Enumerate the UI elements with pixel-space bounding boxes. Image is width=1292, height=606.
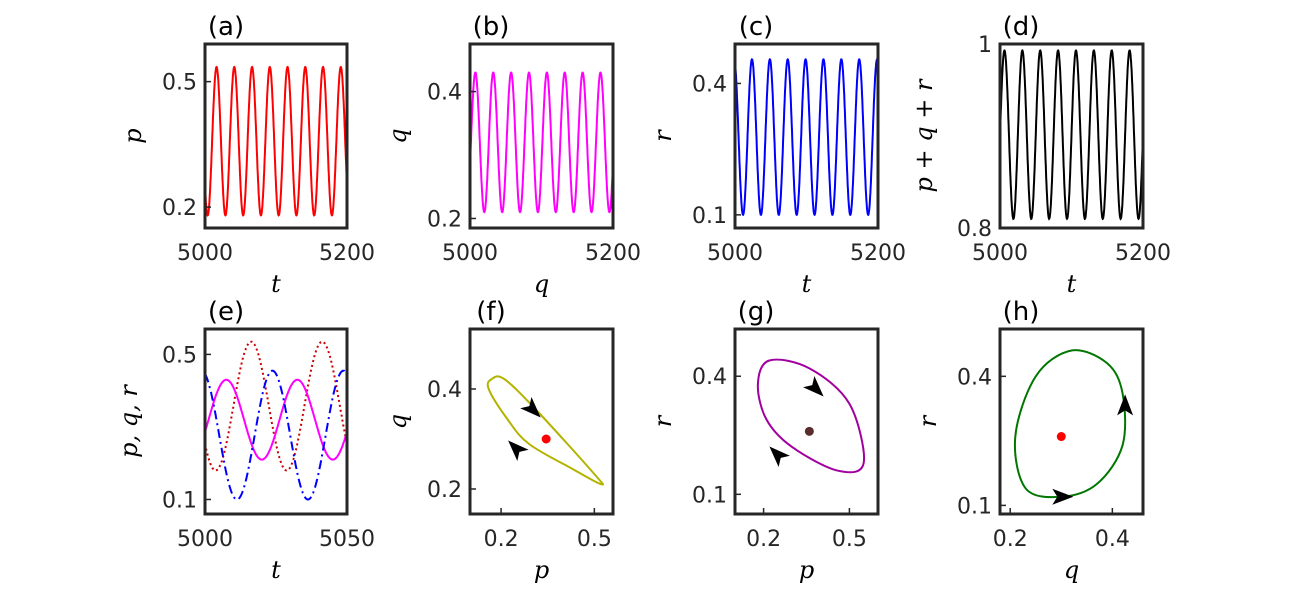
plot-area <box>1000 49 1143 221</box>
y-tick-label: 0.4 <box>427 81 462 106</box>
axes-frame <box>468 327 615 516</box>
x-axis-label: p <box>534 556 549 584</box>
series-line <box>470 71 613 214</box>
plot-area <box>205 340 347 501</box>
fixed-point-marker <box>1056 432 1066 442</box>
x-axis-label: q <box>534 270 549 298</box>
flow-arrow-icon <box>508 440 529 462</box>
series-line <box>205 340 347 472</box>
y-axis-label: r <box>914 414 942 427</box>
x-axis-label: t <box>802 270 812 298</box>
series-line <box>735 58 878 217</box>
flow-arrow-icon <box>769 446 790 468</box>
y-axis-label: p <box>119 128 147 143</box>
axes-frame <box>203 327 349 516</box>
x-tick-label: 0.4 <box>1095 527 1130 552</box>
plot-area <box>470 71 613 214</box>
y-tick-label: 0.1 <box>692 204 727 229</box>
y-tick-label: 0.4 <box>957 365 992 390</box>
x-axis-label: t <box>271 556 281 584</box>
chart-panel: 5000 5200 0.2 0.4 (b) q q <box>384 12 641 298</box>
limit-cycle-curve <box>756 358 866 474</box>
y-tick-label: 0.5 <box>162 343 197 368</box>
panel-label: (b) <box>473 12 510 42</box>
y-tick-label: 0.2 <box>427 207 462 232</box>
panel-label: (d) <box>1003 12 1040 42</box>
y-tick-label: 0.1 <box>692 483 727 508</box>
y-tick-label: 0.5 <box>162 71 197 96</box>
y-axis-label: p, q, r <box>115 384 143 458</box>
x-tick-label: 0.2 <box>484 527 519 552</box>
fixed-point-marker <box>804 426 814 436</box>
x-tick-label: 5200 <box>1115 241 1171 266</box>
axes-frame <box>203 42 349 230</box>
y-tick-label: 0.8 <box>957 217 992 242</box>
flow-arrow-icon <box>1117 394 1134 416</box>
x-tick-label: 5200 <box>319 241 375 266</box>
x-tick-label: 5200 <box>850 241 906 266</box>
chart-panel: 5000 5200 0.8 1 (d) t p + q + r <box>910 12 1171 298</box>
chart-panel: 5000 5050 0.1 0.5 (e) t p, q, r <box>115 297 375 584</box>
plot-area <box>756 358 866 474</box>
x-tick-label: 0.5 <box>577 527 612 552</box>
y-tick-label: 0.4 <box>692 72 727 97</box>
x-axis-label: q <box>1064 556 1079 584</box>
flow-arrow-icon <box>520 396 541 418</box>
x-tick-label: 0.5 <box>832 527 867 552</box>
y-tick-label: 0.4 <box>427 378 462 403</box>
y-tick-label: 1 <box>978 33 992 58</box>
panel-label: (c) <box>739 12 774 42</box>
x-tick-label: 0.2 <box>993 527 1028 552</box>
y-tick-label: 0.4 <box>692 365 727 390</box>
panel-label: (f) <box>476 297 505 327</box>
series-line <box>1000 49 1143 221</box>
panel-label: (e) <box>208 297 244 327</box>
y-tick-label: 0.2 <box>427 478 462 503</box>
plot-area <box>486 375 605 486</box>
y-tick-label: 0.1 <box>957 494 992 519</box>
x-tick-label: 0.2 <box>746 527 781 552</box>
limit-cycle-curve <box>1013 349 1127 499</box>
axes-frame <box>998 327 1145 516</box>
x-tick-label: 5050 <box>319 527 375 552</box>
chart-panel: 5000 5200 0.1 0.4 (c) t r <box>649 12 906 298</box>
panel-label: (h) <box>1003 297 1040 327</box>
series-line <box>205 369 347 501</box>
x-tick-label: 5200 <box>585 241 641 266</box>
flow-arrow-icon <box>803 375 824 397</box>
y-axis-label: r <box>649 414 677 427</box>
x-axis-label: t <box>1067 270 1077 298</box>
series-line <box>205 65 347 217</box>
chart-panel: 0.2 0.4 0.1 0.4 (h) q r <box>914 297 1145 584</box>
fixed-point-marker <box>541 434 551 444</box>
x-axis-label: t <box>271 270 281 298</box>
x-tick-label: 5000 <box>442 241 498 266</box>
plot-area <box>1013 349 1127 499</box>
panel-label: (g) <box>738 297 775 327</box>
y-tick-label: 0.1 <box>162 488 197 513</box>
axes-frame <box>733 327 880 516</box>
flow-arrow-icon <box>1052 488 1074 505</box>
x-axis-label: p <box>799 556 814 584</box>
chart-panel: 5000 5200 0.2 0.5 (a) t p <box>119 12 375 298</box>
axes-frame <box>468 42 615 230</box>
y-axis-label: q <box>384 128 412 143</box>
chart-panel: 0.2 0.5 0.2 0.4 (f) p q <box>384 297 615 584</box>
panel-label: (a) <box>208 12 244 42</box>
y-axis-label: p + q + r <box>910 78 938 192</box>
x-tick-label: 5000 <box>972 241 1028 266</box>
axes-frame <box>998 42 1145 230</box>
plot-area <box>735 58 878 217</box>
y-axis-label: r <box>649 129 677 142</box>
x-tick-label: 5000 <box>707 241 763 266</box>
limit-cycle-curve <box>486 375 605 486</box>
y-axis-label: q <box>384 414 412 429</box>
axes-frame <box>733 42 880 230</box>
x-tick-label: 5000 <box>177 527 233 552</box>
y-tick-label: 0.2 <box>162 196 197 221</box>
chart-panel: 0.2 0.5 0.1 0.4 (g) p r <box>649 297 880 584</box>
plot-area <box>205 65 347 217</box>
x-tick-label: 5000 <box>177 241 233 266</box>
